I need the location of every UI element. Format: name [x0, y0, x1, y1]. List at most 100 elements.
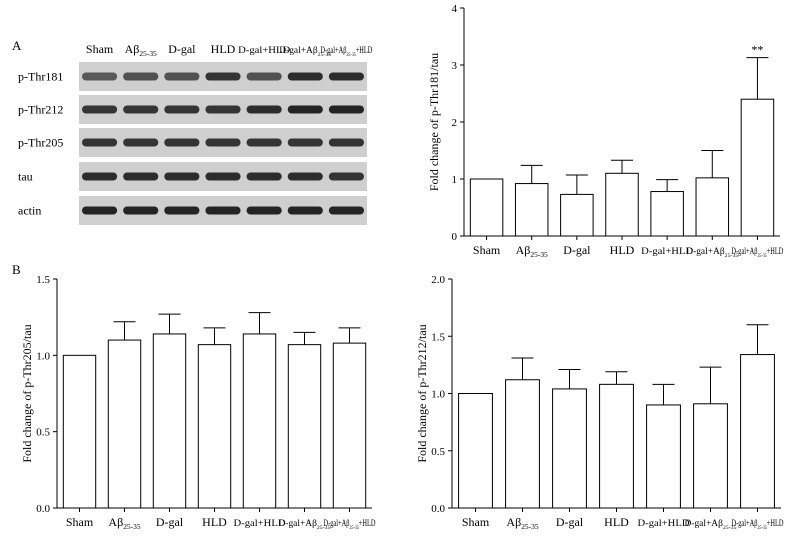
- lane-label: D-gal+Aβ 25-35: [279, 45, 331, 58]
- blot-band: [164, 105, 200, 114]
- x-tick-label: D-gal: [556, 515, 584, 529]
- x-tick-label: D-gal+Aβ25-35+HLD: [731, 246, 783, 259]
- chart-p-thr181: 0 1 2 3 4 Fold change of p-Thr181/tau Sham Aβ25…: [427, 3, 784, 259]
- blot-row-label: p-Thr205: [18, 136, 63, 150]
- blot-band: [328, 206, 364, 215]
- blot-band: [205, 138, 241, 147]
- x-tick-label: Sham: [473, 243, 501, 257]
- lane-label: HLD: [211, 42, 236, 56]
- x-tick-label: Aβ25-35: [108, 515, 140, 531]
- blot-band: [246, 172, 282, 181]
- y-tick-label: 0.0: [431, 503, 445, 515]
- x-tick-label: HLD: [610, 243, 635, 257]
- blot-band: [164, 172, 200, 181]
- bar: [152, 333, 187, 509]
- y-tick-label: 1.5: [36, 274, 50, 286]
- blot-band: [82, 206, 118, 215]
- bar: [469, 178, 504, 237]
- x-tick-label: Aβ25-35: [506, 515, 538, 531]
- blot-band: [328, 138, 364, 147]
- bar: [552, 388, 587, 509]
- blot-band: [205, 72, 241, 81]
- bar: [514, 183, 549, 237]
- x-tick-label: D-gal+Aβ 25-35: [685, 518, 737, 531]
- x-tick-label: D-gal+HLD: [638, 518, 691, 528]
- x-tick-label: D-gal+Aβ25-35+HLD: [324, 518, 376, 531]
- bar: [740, 98, 775, 237]
- bar: [695, 177, 730, 237]
- y-tick-label: 4: [452, 3, 458, 15]
- y-axis-title: Fold change of p-Thr205/tau: [20, 324, 34, 462]
- significance-label: **: [751, 43, 763, 57]
- blot-band: [287, 105, 323, 114]
- y-tick-label: 0.5: [36, 427, 50, 439]
- blot-row-label: p-Thr181: [18, 70, 63, 84]
- bar: [287, 344, 322, 509]
- bar: [458, 393, 493, 509]
- bar: [242, 333, 277, 509]
- chart-p-thr205: 0.0 0.5 1.0 1.5 Fold change of p-Thr205/tau S…: [20, 274, 376, 531]
- y-tick-label: 2: [452, 117, 458, 129]
- blot-band: [123, 206, 159, 215]
- x-tick-label: D-gal+Aβ 25-35: [279, 518, 331, 531]
- blot-band: [328, 105, 364, 114]
- blot-band: [205, 206, 241, 215]
- blot-band: [287, 206, 323, 215]
- bar: [646, 404, 681, 509]
- y-axis-title: Fold change of p-Thr212/tau: [415, 324, 429, 462]
- y-tick-label: 0.0: [36, 503, 50, 515]
- blot-band: [82, 138, 118, 147]
- blot-band: [205, 172, 241, 181]
- x-tick-label: HLD: [202, 515, 227, 529]
- blot-band: [123, 72, 159, 81]
- bar: [197, 344, 232, 509]
- bar: [332, 342, 367, 509]
- lane-label: D-gal: [168, 42, 196, 56]
- blot-band: [164, 72, 200, 81]
- y-tick-label: 0.5: [431, 446, 445, 458]
- x-tick-label: D-gal+HLD: [641, 246, 694, 256]
- blot-band: [123, 138, 159, 147]
- x-tick-label: D-gal: [563, 243, 591, 257]
- blot-band: [164, 206, 200, 215]
- x-tick-label: D-gal: [156, 515, 184, 529]
- x-tick-label: D-gal+HLD: [234, 518, 287, 528]
- blot-band: [246, 72, 282, 81]
- bar: [107, 339, 142, 509]
- blot-band: [164, 138, 200, 147]
- blot-row-label: p-Thr212: [18, 103, 63, 117]
- bar: [62, 354, 97, 509]
- y-tick-label: 3: [452, 60, 458, 72]
- y-tick-label: 0: [452, 231, 458, 243]
- blot-row-label: actin: [18, 204, 41, 218]
- y-tick-label: 1: [452, 174, 458, 186]
- blot-band: [82, 172, 118, 181]
- lane-label: D-gal+HLD: [238, 45, 291, 55]
- blot-band: [287, 138, 323, 147]
- bar: [605, 172, 639, 237]
- blot-row-label: tau: [18, 170, 33, 184]
- x-tick-label: Sham: [462, 515, 490, 529]
- bar: [560, 193, 594, 237]
- lane-label: Aβ25-35: [125, 42, 157, 58]
- panel-label-a: A: [12, 38, 22, 53]
- x-tick-label: HLD: [604, 515, 629, 529]
- blot-band: [287, 72, 323, 81]
- y-tick-label: 2.0: [431, 274, 445, 286]
- lane-label: Sham: [86, 42, 114, 56]
- bar: [505, 379, 540, 509]
- blot-band: [123, 172, 159, 181]
- blot-band: [82, 105, 118, 114]
- blot-band: [246, 206, 282, 215]
- bar: [740, 354, 775, 509]
- blot-band: [82, 72, 118, 81]
- lane-label: D-gal+Aβ25-35+HLD: [320, 45, 372, 58]
- blot-band: [246, 105, 282, 114]
- chart-p-thr212: 0.0 0.5 1.0 1.5 2.0 Fold change of p-Thr212/t…: [415, 274, 784, 531]
- bar: [599, 383, 634, 509]
- x-tick-label: D-gal+Aβ25-35+HLD: [732, 518, 784, 531]
- x-tick-label: Sham: [66, 515, 94, 529]
- y-axis-title: Fold change of p-Thr181/tau: [427, 53, 441, 191]
